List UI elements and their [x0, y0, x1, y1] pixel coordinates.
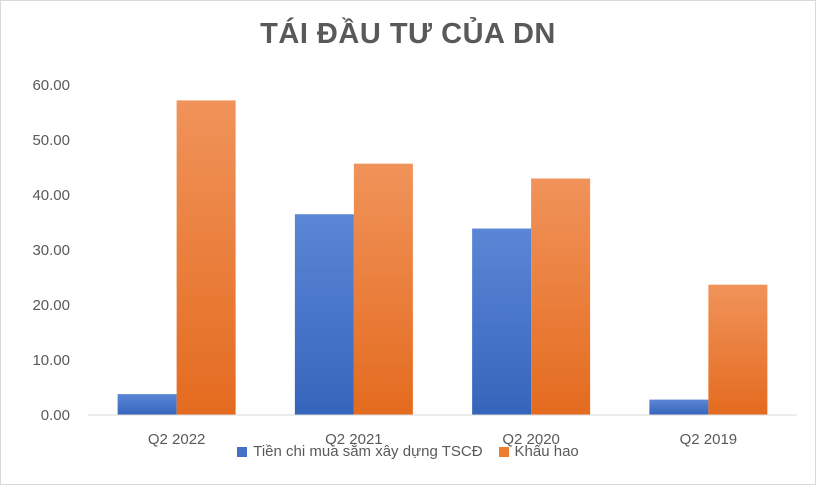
y-tick-label: 0.00	[41, 407, 70, 424]
bar-khau-hao	[531, 178, 591, 415]
chart-title: TÁI ĐẦU TƯ CỦA DN	[260, 18, 556, 50]
bar-tscd	[117, 394, 177, 415]
x-tick-label: Q2 2022	[148, 431, 206, 448]
bar-tscd	[472, 228, 532, 415]
legend-label-series-1: Tiền chi mua sắm xây dựng TSCĐ	[253, 443, 483, 460]
legend-item-series-1: Tiền chi mua sắm xây dựng TSCĐ	[237, 443, 483, 460]
y-tick-label: 60.00	[32, 77, 70, 94]
x-tick-label: Q2 2021	[325, 431, 383, 448]
legend-item-series-2: Khấu hao	[498, 443, 579, 460]
y-tick-label: 20.00	[32, 297, 70, 314]
bar-tscd	[294, 214, 354, 415]
y-tick-label: 50.00	[32, 132, 70, 149]
y-tick-label: 40.00	[32, 187, 70, 204]
y-tick-label: 10.00	[32, 352, 70, 369]
x-tick-label: Q2 2019	[680, 431, 738, 448]
legend-swatch-series-2	[498, 446, 509, 457]
bar-khau-hao	[708, 284, 768, 415]
bar-khau-hao	[176, 100, 236, 416]
legend-swatch-series-1	[237, 446, 248, 457]
bar-khau-hao	[353, 163, 413, 415]
x-tick-label: Q2 2020	[502, 431, 560, 448]
y-tick-label: 30.00	[32, 242, 70, 259]
bar-tscd	[649, 399, 709, 415]
legend: Tiền chi mua sắm xây dựng TSCĐ Khấu hao	[0, 443, 816, 460]
legend-label-series-2: Khấu hao	[514, 443, 579, 460]
